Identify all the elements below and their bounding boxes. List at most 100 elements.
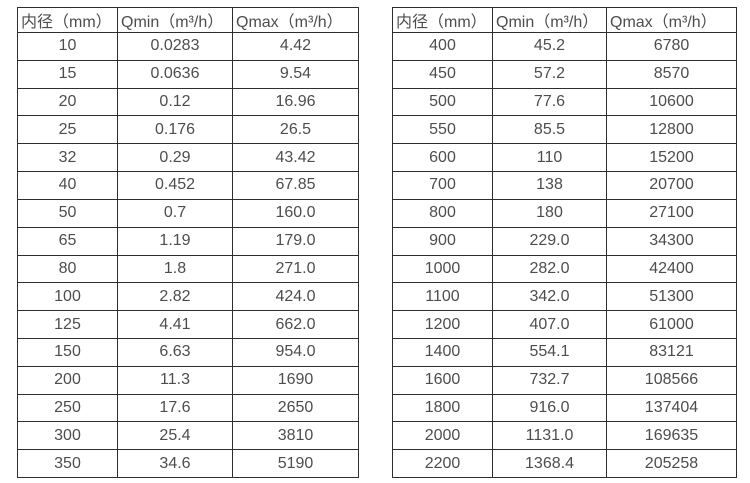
table-cell: 0.0283 — [117, 32, 233, 61]
table-cell: 45.2 — [492, 32, 607, 61]
table-cell: 0.176 — [117, 115, 233, 145]
table-row: 1400 554.1 83121 — [392, 337, 737, 367]
table-cell: 110 — [492, 143, 607, 173]
table-cell: 229.0 — [492, 226, 607, 256]
table-row: 150 6.63 954.0 — [17, 337, 359, 367]
table-cell: 9.54 — [232, 59, 359, 89]
table-cell: 424.0 — [232, 282, 359, 312]
table-row: 200 11.3 1690 — [17, 365, 359, 395]
table-row: 65 1.19 179.0 — [17, 226, 359, 256]
table-cell: 1400 — [392, 337, 493, 367]
table-cell: 138 — [492, 171, 607, 200]
table-cell: 342.0 — [492, 282, 607, 312]
table-cell: 700 — [392, 171, 493, 200]
table-cell: 554.1 — [492, 337, 607, 367]
table-row: 600 110 15200 — [392, 143, 737, 173]
header-qmax: Qmax（m³/h） — [606, 7, 737, 33]
table-row: 20 0.12 16.96 — [17, 87, 359, 117]
table-row: 32 0.29 43.42 — [17, 143, 359, 173]
table-cell: 34300 — [606, 226, 737, 256]
table-row: 1200 407.0 61000 — [392, 310, 737, 339]
table-cell: 85.5 — [492, 115, 607, 145]
flow-range-table-large-diameters: 内径（mm） Qmin（m³/h） Qmax（m³/h） 400 45.2 6780… — [392, 7, 737, 478]
table-row: 40 0.452 67.85 — [17, 171, 359, 200]
table-cell: 400 — [392, 32, 493, 61]
table-cell: 179.0 — [232, 226, 359, 256]
table-row: 350 34.6 5190 — [17, 449, 359, 478]
table-cell: 6780 — [606, 32, 737, 61]
table-cell: 10 — [17, 32, 118, 61]
table-cell: 900 — [392, 226, 493, 256]
table-cell: 80 — [17, 254, 118, 284]
table-row: 550 85.5 12800 — [392, 115, 737, 145]
table-row: 450 57.2 8570 — [392, 59, 737, 89]
table-cell: 32 — [17, 143, 118, 173]
table-cell: 2200 — [392, 449, 493, 478]
table-row: 2000 1131.0 169635 — [392, 421, 737, 451]
table-row: 2200 1368.4 205258 — [392, 449, 737, 478]
table-cell: 100 — [17, 282, 118, 312]
table-cell: 550 — [392, 115, 493, 145]
table-cell: 4.41 — [117, 310, 233, 339]
table-cell: 8570 — [606, 59, 737, 89]
table-cell: 282.0 — [492, 254, 607, 284]
header-qmin: Qmin（m³/h） — [492, 7, 607, 33]
table-cell: 20700 — [606, 171, 737, 200]
table-cell: 1.8 — [117, 254, 233, 284]
table-cell: 0.0636 — [117, 59, 233, 89]
table-header-row: 内径（mm） Qmin（m³/h） Qmax（m³/h） — [392, 7, 737, 33]
header-inner-diameter: 内径（mm） — [392, 7, 493, 33]
table-row: 250 17.6 2650 — [17, 393, 359, 423]
table-row: 1600 732.7 108566 — [392, 365, 737, 395]
header-inner-diameter: 内径（mm） — [17, 7, 118, 33]
table-row: 800 180 27100 — [392, 198, 737, 228]
table-cell: 732.7 — [492, 365, 607, 395]
table-cell: 4.42 — [232, 32, 359, 61]
header-qmin: Qmin（m³/h） — [117, 7, 233, 33]
table-cell: 3810 — [232, 421, 359, 451]
table-cell: 50 — [17, 198, 118, 228]
table-row: 1100 342.0 51300 — [392, 282, 737, 312]
table-cell: 65 — [17, 226, 118, 256]
table-cell: 34.6 — [117, 449, 233, 478]
table-cell: 1.19 — [117, 226, 233, 256]
table-cell: 0.7 — [117, 198, 233, 228]
table-row: 700 138 20700 — [392, 171, 737, 200]
flow-range-table-small-diameters: 内径（mm） Qmin（m³/h） Qmax（m³/h） 10 0.0283 4.4… — [17, 7, 359, 478]
table-row: 80 1.8 271.0 — [17, 254, 359, 284]
table-cell: 1200 — [392, 310, 493, 339]
table-cell: 250 — [17, 393, 118, 423]
table-row: 125 4.41 662.0 — [17, 310, 359, 339]
table-cell: 800 — [392, 198, 493, 228]
table-cell: 0.29 — [117, 143, 233, 173]
table-row: 50 0.7 160.0 — [17, 198, 359, 228]
table-cell: 500 — [392, 87, 493, 117]
table-cell: 0.452 — [117, 171, 233, 200]
table-cell: 6.63 — [117, 337, 233, 367]
table-cell: 11.3 — [117, 365, 233, 395]
table-cell: 954.0 — [232, 337, 359, 367]
table-cell: 125 — [17, 310, 118, 339]
table-cell: 5190 — [232, 449, 359, 478]
table-cell: 1368.4 — [492, 449, 607, 478]
table-cell: 0.12 — [117, 87, 233, 117]
table-cell: 27100 — [606, 198, 737, 228]
table-cell: 67.85 — [232, 171, 359, 200]
table-cell: 51300 — [606, 282, 737, 312]
table-cell: 61000 — [606, 310, 737, 339]
table-cell: 26.5 — [232, 115, 359, 145]
table-row: 25 0.176 26.5 — [17, 115, 359, 145]
table-cell: 300 — [17, 421, 118, 451]
table-cell: 160.0 — [232, 198, 359, 228]
header-qmax: Qmax（m³/h） — [232, 7, 359, 33]
table-cell: 15200 — [606, 143, 737, 173]
table-row: 500 77.6 10600 — [392, 87, 737, 117]
table-row: 1800 916.0 137404 — [392, 393, 737, 423]
table-row: 15 0.0636 9.54 — [17, 59, 359, 89]
table-row: 300 25.4 3810 — [17, 421, 359, 451]
table-cell: 2650 — [232, 393, 359, 423]
table-cell: 137404 — [606, 393, 737, 423]
table-cell: 1800 — [392, 393, 493, 423]
table-cell: 40 — [17, 171, 118, 200]
